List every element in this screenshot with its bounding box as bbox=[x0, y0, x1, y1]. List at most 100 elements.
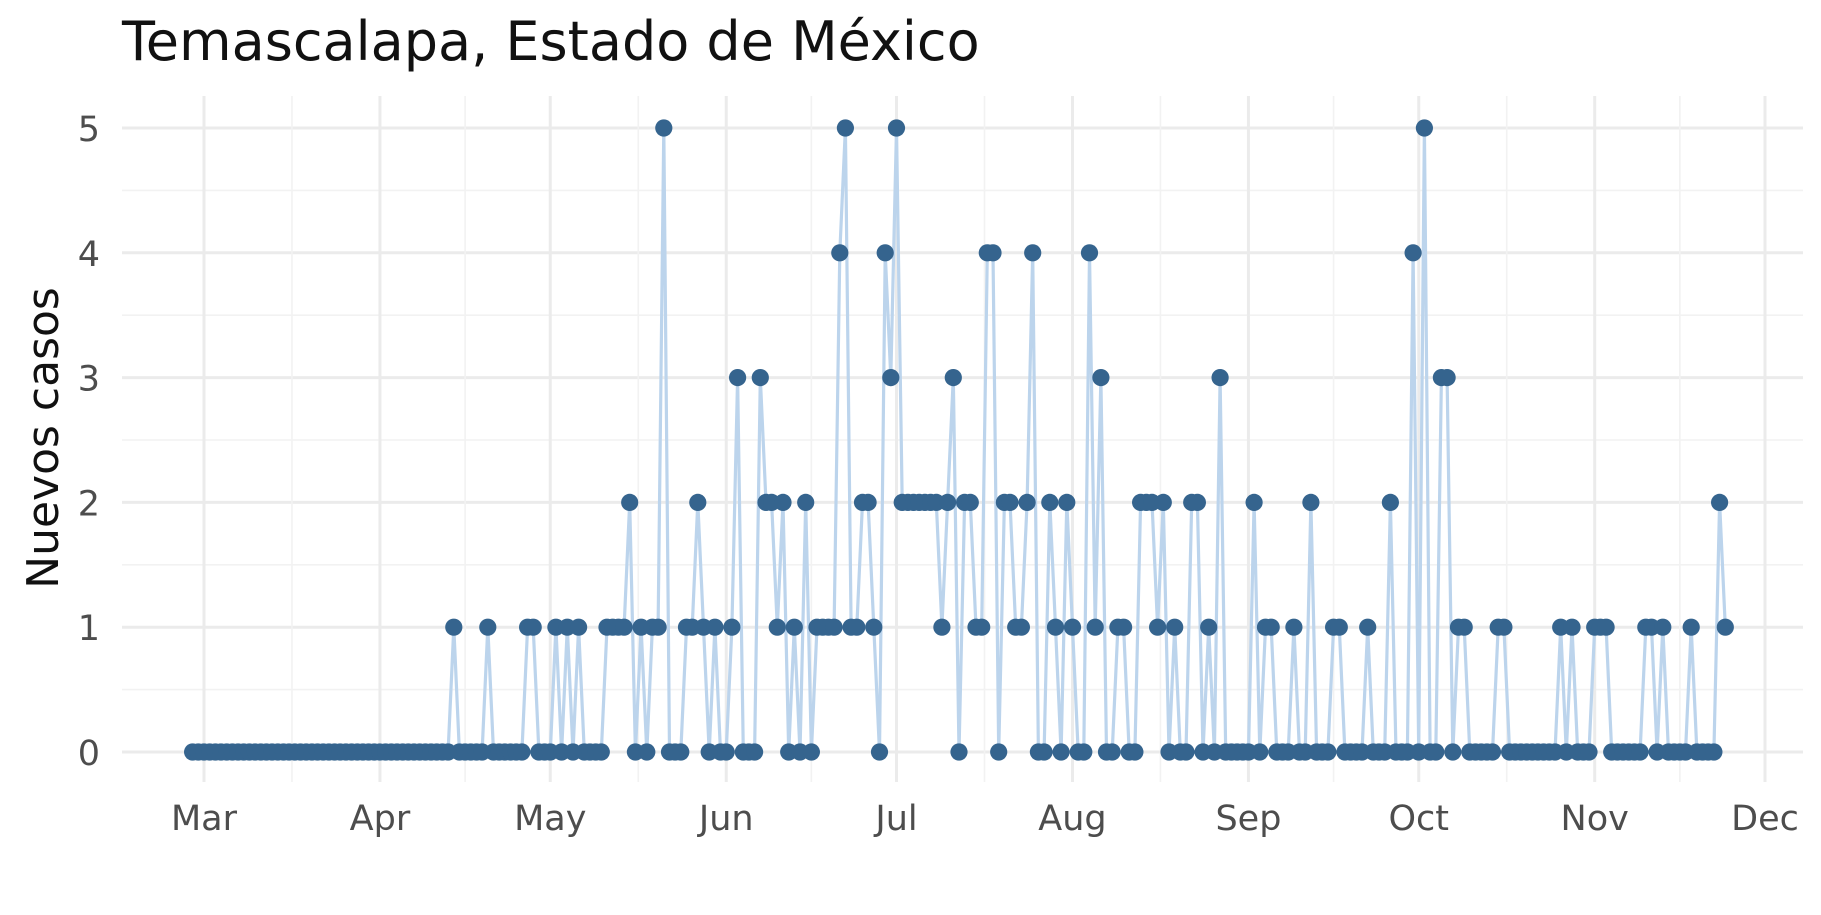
data-point bbox=[689, 493, 707, 511]
data-point bbox=[961, 493, 979, 511]
x-tick-label: Aug bbox=[1038, 799, 1106, 839]
data-point bbox=[802, 743, 821, 761]
data-point bbox=[621, 493, 639, 511]
data-point bbox=[882, 369, 900, 387]
data-point bbox=[751, 369, 769, 387]
data-point bbox=[1188, 493, 1206, 511]
x-tick-label: Apr bbox=[350, 799, 411, 839]
data-point bbox=[1251, 743, 1269, 761]
data-point bbox=[1404, 244, 1422, 262]
data-point bbox=[1631, 743, 1649, 761]
data-point bbox=[859, 493, 877, 511]
data-point bbox=[990, 743, 1008, 761]
data-point bbox=[1682, 618, 1700, 636]
data-point bbox=[831, 244, 849, 262]
x-tick-label: May bbox=[514, 799, 586, 839]
data-point bbox=[1262, 618, 1280, 636]
data-point bbox=[848, 618, 866, 636]
data-point bbox=[445, 618, 463, 636]
y-tick-label: 2 bbox=[78, 484, 100, 524]
data-point bbox=[876, 244, 894, 262]
data-point bbox=[825, 618, 843, 636]
data-point bbox=[785, 618, 803, 636]
data-point bbox=[1126, 743, 1144, 761]
data-point bbox=[592, 743, 610, 761]
data-point bbox=[1211, 369, 1229, 387]
data-point bbox=[1285, 618, 1303, 636]
data-point bbox=[1103, 743, 1121, 761]
data-point bbox=[1302, 493, 1320, 511]
x-tick-label: Jun bbox=[697, 799, 754, 839]
grid-layer bbox=[122, 96, 1803, 782]
data-point bbox=[1063, 618, 1082, 636]
data-point bbox=[1705, 743, 1723, 761]
data-point bbox=[1012, 618, 1030, 636]
data-point bbox=[774, 493, 792, 511]
data-point bbox=[1319, 743, 1337, 761]
data-point bbox=[1075, 743, 1093, 761]
y-tick-label: 4 bbox=[78, 235, 100, 275]
data-point bbox=[524, 618, 542, 636]
data-point bbox=[1381, 493, 1399, 511]
data-point bbox=[939, 493, 957, 511]
data-point bbox=[1001, 493, 1019, 511]
x-tick-label: Dec bbox=[1731, 799, 1799, 839]
data-point bbox=[984, 244, 1002, 262]
data-point bbox=[1035, 743, 1053, 761]
data-point bbox=[1495, 618, 1513, 636]
y-tick-label: 0 bbox=[78, 734, 100, 774]
data-point bbox=[1086, 618, 1104, 636]
data-point bbox=[1438, 369, 1456, 387]
data-point bbox=[836, 119, 855, 137]
data-point bbox=[1415, 119, 1433, 137]
data-point bbox=[1359, 618, 1377, 636]
data-point bbox=[1149, 618, 1167, 636]
data-point bbox=[1330, 618, 1348, 636]
data-point bbox=[870, 743, 889, 761]
data-point bbox=[1427, 743, 1445, 761]
data-point bbox=[479, 618, 497, 636]
axis-layer: 0 1 2 3 4 5 Mar Apr May Jun Jul Aug Sep Oct Nov Dec bbox=[78, 110, 1799, 839]
data-point bbox=[944, 369, 962, 387]
data-point bbox=[797, 493, 815, 511]
data-point bbox=[1597, 618, 1615, 636]
x-tick-label: Sep bbox=[1215, 799, 1281, 839]
data-point bbox=[950, 743, 968, 761]
data-point bbox=[1154, 493, 1172, 511]
y-axis-title: Nuevos casos bbox=[18, 287, 69, 589]
data-layer bbox=[184, 119, 1734, 761]
data-point bbox=[638, 743, 656, 761]
data-point bbox=[1200, 618, 1218, 636]
data-point bbox=[1052, 743, 1070, 761]
x-tick-label: Oct bbox=[1388, 799, 1449, 839]
data-point bbox=[865, 618, 883, 636]
data-point bbox=[1041, 493, 1059, 511]
data-point bbox=[649, 618, 667, 636]
data-point bbox=[768, 618, 786, 636]
data-point bbox=[570, 618, 588, 636]
data-point bbox=[746, 743, 764, 761]
data-point bbox=[1444, 743, 1462, 761]
data-point bbox=[1711, 493, 1729, 511]
data-point bbox=[1483, 743, 1502, 761]
data-point bbox=[1024, 244, 1042, 262]
data-point bbox=[1455, 618, 1473, 636]
data-point bbox=[1058, 493, 1076, 511]
data-point bbox=[1563, 618, 1581, 636]
data-point bbox=[717, 743, 735, 761]
data-point bbox=[729, 369, 747, 387]
data-point bbox=[933, 618, 951, 636]
data-point bbox=[1092, 369, 1110, 387]
data-point bbox=[672, 743, 690, 761]
chart-title: Temascalapa, Estado de México bbox=[122, 10, 980, 73]
data-point bbox=[1654, 618, 1672, 636]
data-point bbox=[1018, 493, 1036, 511]
data-point bbox=[1166, 618, 1184, 636]
data-point bbox=[615, 618, 633, 636]
data-point bbox=[723, 618, 741, 636]
y-tick-label: 5 bbox=[78, 110, 100, 150]
data-point bbox=[1046, 618, 1065, 636]
data-point bbox=[513, 743, 531, 761]
x-tick-label: Nov bbox=[1561, 799, 1629, 839]
